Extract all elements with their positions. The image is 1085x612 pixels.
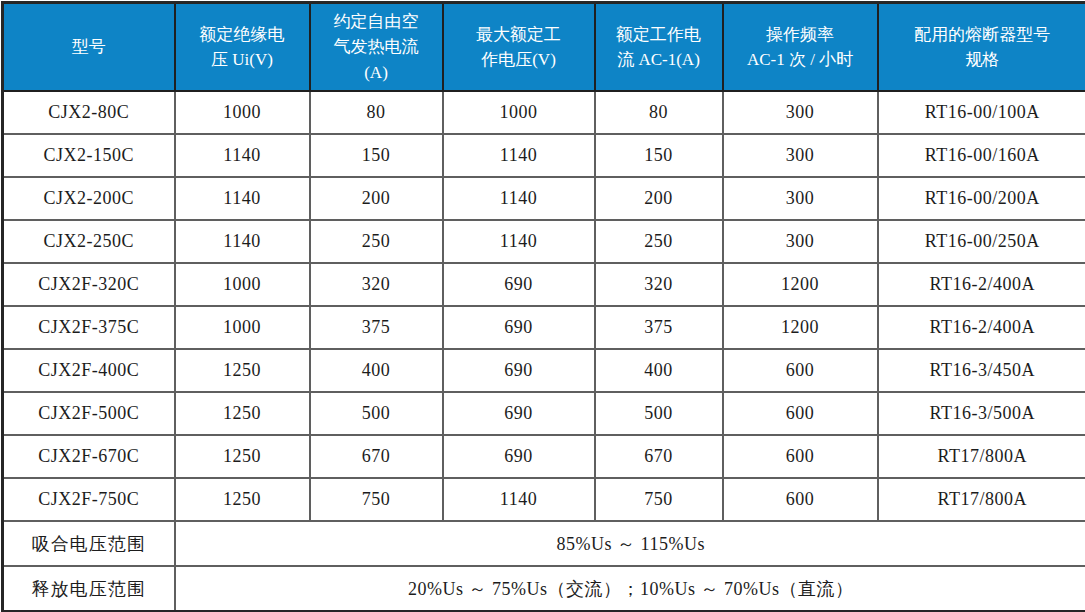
- table-row: CJX2-150C11401501140150300RT16-00/160A: [3, 134, 1085, 177]
- table-cell: CJX2-80C: [3, 91, 175, 134]
- table-cell: 1250: [175, 478, 310, 521]
- table-cell: 1140: [443, 478, 595, 521]
- table-cell: CJX2F-375C: [3, 306, 175, 349]
- table-cell: 670: [595, 435, 723, 478]
- header-cell: 最大额定工 作电压(V): [443, 3, 595, 92]
- table-cell: 690: [443, 392, 595, 435]
- table-cell: 1140: [175, 134, 310, 177]
- table-cell: CJX2-150C: [3, 134, 175, 177]
- footer-row-value: 85%Us ～ 115%Us: [175, 521, 1085, 566]
- table-row: CJX2-250C11402501140250300RT16-00/250A: [3, 220, 1085, 263]
- table-cell: RT17/800A: [878, 478, 1085, 521]
- footer-row-label: 吸合电压范围: [3, 521, 175, 566]
- table-cell: 500: [310, 392, 443, 435]
- page: 型号额定绝缘电 压 Ui(V)约定自由空 气发热电流 (A)最大额定工 作电压(…: [0, 0, 1085, 612]
- footer-row: 释放电压范围 20%Us ～ 75%Us（交流）；10%Us ～ 70%Us（直…: [3, 566, 1085, 612]
- table-cell: 375: [310, 306, 443, 349]
- table-cell: 1000: [175, 306, 310, 349]
- table-row: CJX2F-320C10003206903201200RT16-2/400A: [3, 263, 1085, 306]
- table-row: CJX2F-400C1250400690400600RT16-3/450A: [3, 349, 1085, 392]
- header-cell: 配用的熔断器型号 规格: [878, 3, 1085, 92]
- table-cell: RT16-2/400A: [878, 263, 1085, 306]
- table-cell: RT17/800A: [878, 435, 1085, 478]
- table-cell: 1200: [723, 306, 878, 349]
- table-cell: 600: [723, 435, 878, 478]
- table-cell: RT16-00/200A: [878, 177, 1085, 220]
- table-cell: CJX2F-500C: [3, 392, 175, 435]
- table-cell: 150: [595, 134, 723, 177]
- table-cell: 1140: [443, 177, 595, 220]
- table-row: CJX2-200C11402001140200300RT16-00/200A: [3, 177, 1085, 220]
- table-cell: 250: [595, 220, 723, 263]
- table-cell: RT16-2/400A: [878, 306, 1085, 349]
- table-cell: RT16-00/160A: [878, 134, 1085, 177]
- table-cell: 200: [595, 177, 723, 220]
- table-cell: CJX2-200C: [3, 177, 175, 220]
- header-cell: 型号: [3, 3, 175, 92]
- table-cell: 750: [595, 478, 723, 521]
- table-cell: 1140: [175, 177, 310, 220]
- table-cell: 690: [443, 435, 595, 478]
- table-cell: CJX2-250C: [3, 220, 175, 263]
- header-cell: 约定自由空 气发热电流 (A): [310, 3, 443, 92]
- table-cell: 690: [443, 263, 595, 306]
- table-row: CJX2F-500C1250500690500600RT16-3/500A: [3, 392, 1085, 435]
- table-cell: RT16-3/500A: [878, 392, 1085, 435]
- table-cell: 670: [310, 435, 443, 478]
- table-cell: 1250: [175, 392, 310, 435]
- table-footer: 吸合电压范围 85%Us ～ 115%Us 释放电压范围 20%Us ～ 75%…: [3, 521, 1085, 612]
- table-cell: 300: [723, 177, 878, 220]
- footer-row-label: 释放电压范围: [3, 566, 175, 612]
- table-row: CJX2F-750C12507501140750600RT17/800A: [3, 478, 1085, 521]
- table-body: CJX2-80C100080100080300RT16-00/100ACJX2-…: [3, 91, 1085, 521]
- contactor-specs-table: 型号额定绝缘电 压 Ui(V)约定自由空 气发热电流 (A)最大额定工 作电压(…: [1, 1, 1085, 612]
- table-cell: 600: [723, 392, 878, 435]
- header-cell: 额定绝缘电 压 Ui(V): [175, 3, 310, 92]
- table-cell: 1140: [443, 220, 595, 263]
- table-cell: 1250: [175, 349, 310, 392]
- table-row: CJX2F-375C10003756903751200RT16-2/400A: [3, 306, 1085, 349]
- table-cell: RT16-3/450A: [878, 349, 1085, 392]
- table-cell: RT16-00/100A: [878, 91, 1085, 134]
- table-cell: CJX2F-400C: [3, 349, 175, 392]
- table-cell: 300: [723, 91, 878, 134]
- header-cell: 操作频率 AC-1 次 / 小时: [723, 3, 878, 92]
- table-cell: 320: [595, 263, 723, 306]
- table-cell: 300: [723, 134, 878, 177]
- table-cell: 150: [310, 134, 443, 177]
- table-cell: 80: [310, 91, 443, 134]
- footer-row-value: 20%Us ～ 75%Us（交流）；10%Us ～ 70%Us（直流）: [175, 566, 1085, 612]
- table-cell: 200: [310, 177, 443, 220]
- table-cell: CJX2F-750C: [3, 478, 175, 521]
- table-cell: 300: [723, 220, 878, 263]
- table-cell: 80: [595, 91, 723, 134]
- table-cell: 1200: [723, 263, 878, 306]
- table-cell: 690: [443, 349, 595, 392]
- table-cell: 1250: [175, 435, 310, 478]
- header-row: 型号额定绝缘电 压 Ui(V)约定自由空 气发热电流 (A)最大额定工 作电压(…: [3, 3, 1085, 92]
- table-cell: RT16-00/250A: [878, 220, 1085, 263]
- table-cell: 500: [595, 392, 723, 435]
- table-cell: 1000: [443, 91, 595, 134]
- table-cell: 320: [310, 263, 443, 306]
- table-cell: 400: [595, 349, 723, 392]
- table-cell: 1140: [175, 220, 310, 263]
- table-cell: 750: [310, 478, 443, 521]
- table-header: 型号额定绝缘电 压 Ui(V)约定自由空 气发热电流 (A)最大额定工 作电压(…: [3, 3, 1085, 92]
- table-cell: 1140: [443, 134, 595, 177]
- table-cell: 1000: [175, 91, 310, 134]
- table-cell: CJX2F-670C: [3, 435, 175, 478]
- table-cell: 375: [595, 306, 723, 349]
- table-cell: 600: [723, 478, 878, 521]
- table-cell: CJX2F-320C: [3, 263, 175, 306]
- header-cell: 额定工作电 流 AC-1(A): [595, 3, 723, 92]
- table-row: CJX2F-670C1250670690670600RT17/800A: [3, 435, 1085, 478]
- table-cell: 600: [723, 349, 878, 392]
- table-cell: 250: [310, 220, 443, 263]
- table-row: CJX2-80C100080100080300RT16-00/100A: [3, 91, 1085, 134]
- table-cell: 690: [443, 306, 595, 349]
- footer-row: 吸合电压范围 85%Us ～ 115%Us: [3, 521, 1085, 566]
- table-cell: 400: [310, 349, 443, 392]
- table-cell: 1000: [175, 263, 310, 306]
